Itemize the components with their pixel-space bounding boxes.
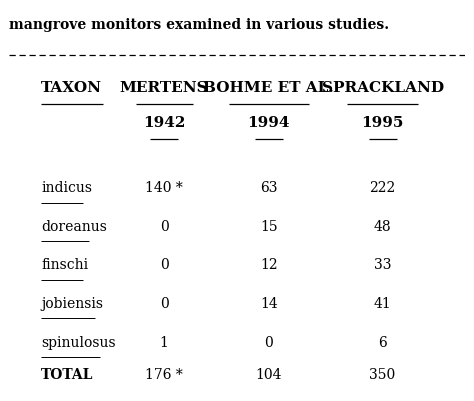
Text: 0: 0	[160, 258, 169, 272]
Text: TAXON: TAXON	[41, 81, 102, 95]
Text: spinulosus: spinulosus	[41, 335, 116, 349]
Text: SPRACKLAND: SPRACKLAND	[321, 81, 444, 95]
Text: 0: 0	[160, 296, 169, 310]
Text: finschi: finschi	[41, 258, 89, 272]
Text: 1995: 1995	[362, 115, 404, 129]
Text: 104: 104	[255, 367, 282, 381]
Text: mangrove monitors examined in various studies.: mangrove monitors examined in various st…	[9, 18, 390, 32]
Text: 1994: 1994	[247, 115, 290, 129]
Text: 12: 12	[260, 258, 278, 272]
Text: TOTAL: TOTAL	[41, 367, 94, 381]
Text: 0: 0	[160, 219, 169, 233]
Text: 6: 6	[378, 335, 387, 349]
Text: 0: 0	[264, 335, 273, 349]
Text: 48: 48	[374, 219, 392, 233]
Text: MERTENS: MERTENS	[120, 81, 209, 95]
Text: 1: 1	[160, 335, 169, 349]
Text: doreanus: doreanus	[41, 219, 107, 233]
Text: indicus: indicus	[41, 181, 92, 195]
Text: 41: 41	[374, 296, 392, 310]
Text: 15: 15	[260, 219, 278, 233]
Text: BOHME ET AL.: BOHME ET AL.	[203, 81, 334, 95]
Text: 222: 222	[370, 181, 396, 195]
Text: 14: 14	[260, 296, 278, 310]
Text: jobiensis: jobiensis	[41, 296, 103, 310]
Text: 140 *: 140 *	[146, 181, 183, 195]
Text: 1942: 1942	[143, 115, 185, 129]
Text: 63: 63	[260, 181, 278, 195]
Text: 176 *: 176 *	[146, 367, 183, 381]
Text: 33: 33	[374, 258, 392, 272]
Text: 350: 350	[370, 367, 396, 381]
